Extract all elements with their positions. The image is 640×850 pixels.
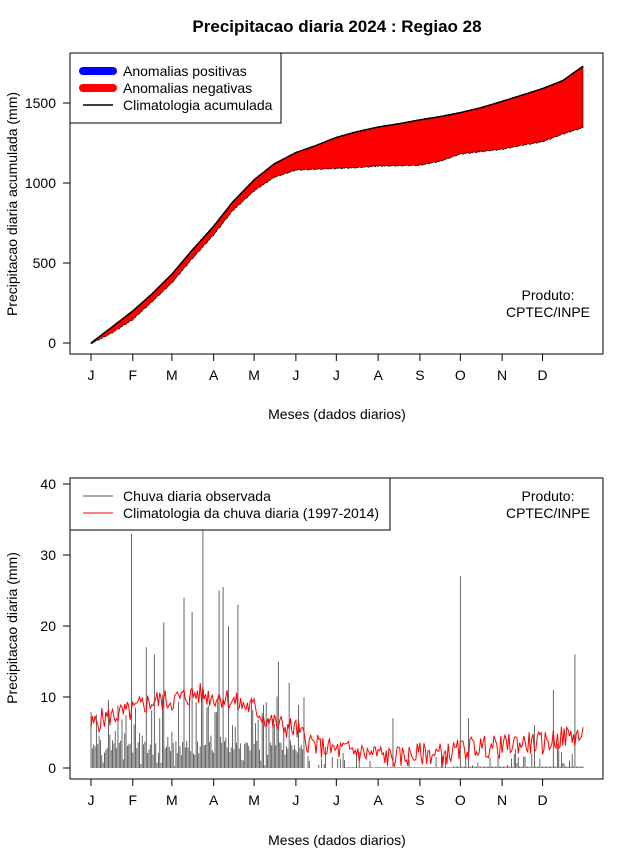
cumulative-annotation-line1: Produto: xyxy=(522,287,575,303)
x-tick-label: O xyxy=(455,792,466,808)
legend-label-observed: Chuva diaria observada xyxy=(123,488,271,504)
x-tick-label: N xyxy=(497,792,507,808)
y-tick-label: 40 xyxy=(40,476,56,492)
x-tick-label: J xyxy=(292,792,299,808)
legend-label-daily-climatology: Climatologia da chuva diaria (1997-2014) xyxy=(123,505,379,521)
daily-ylabel: Precipitacao diaria (mm) xyxy=(4,552,20,704)
x-tick-label: M xyxy=(248,367,260,383)
x-tick-label: M xyxy=(248,792,260,808)
x-tick-label: A xyxy=(373,367,383,383)
x-tick-label: J xyxy=(88,792,95,808)
daily-annotation-line2: CPTEC/INPE xyxy=(506,505,590,521)
cumulative-xlabel: Meses (dados diarios) xyxy=(268,406,406,422)
legend-label-climatology: Climatologia acumulada xyxy=(123,97,273,113)
x-tick-label: F xyxy=(129,792,138,808)
daily-climatology-line xyxy=(90,682,584,768)
cumulative-annotation-line2: CPTEC/INPE xyxy=(506,304,590,320)
daily-xlabel: Meses (dados diarios) xyxy=(268,832,406,848)
daily-y-axis: 0 10 20 30 40 xyxy=(40,476,70,776)
cumulative-panel: 0 500 1000 1500 J F M A M J J A S O N D Meses (dados d… xyxy=(4,52,604,422)
x-tick-label: S xyxy=(415,792,424,808)
chart-title: Precipitacao diaria 2024 : Regiao 28 xyxy=(192,17,481,36)
x-tick-label: O xyxy=(455,367,466,383)
x-tick-label: J xyxy=(292,367,299,383)
cumulative-y-axis: 0 500 1000 1500 xyxy=(25,95,70,351)
y-tick-label: 0 xyxy=(48,760,56,776)
y-tick-label: 20 xyxy=(40,618,56,634)
daily-legend-box xyxy=(69,477,391,531)
y-tick-label: 1000 xyxy=(25,175,56,191)
y-tick-label: 500 xyxy=(33,255,57,271)
legend-label-positive: Anomalias positivas xyxy=(123,63,247,79)
cumulative-legend: Anomalias positivas Anomalias negativas … xyxy=(69,52,282,124)
x-tick-label: M xyxy=(166,367,178,383)
cumulative-ylabel: Precipitacao diaria acumulada (mm) xyxy=(4,92,20,316)
x-tick-label: J xyxy=(88,367,95,383)
daily-panel: 0 10 20 30 40 J F M A M J J A S O N D Meses (dados diar… xyxy=(4,476,604,848)
y-tick-label: 10 xyxy=(40,689,56,705)
x-tick-label: D xyxy=(537,367,547,383)
y-tick-label: 0 xyxy=(48,335,56,351)
x-tick-label: J xyxy=(333,367,340,383)
daily-annotation-line1: Produto: xyxy=(522,488,575,504)
y-tick-label: 1500 xyxy=(25,95,56,111)
x-tick-label: S xyxy=(415,367,424,383)
x-tick-label: F xyxy=(129,367,138,383)
legend-label-negative: Anomalias negativas xyxy=(123,80,252,96)
y-tick-label: 30 xyxy=(40,547,56,563)
daily-legend: Chuva diaria observada Climatologia da c… xyxy=(69,477,391,531)
x-tick-label: M xyxy=(166,792,178,808)
x-tick-label: N xyxy=(497,367,507,383)
x-tick-label: A xyxy=(209,367,219,383)
x-tick-label: A xyxy=(373,792,383,808)
x-tick-label: J xyxy=(333,792,340,808)
x-tick-label: A xyxy=(209,792,219,808)
x-tick-label: D xyxy=(537,792,547,808)
climatology-cumulative-line xyxy=(90,65,584,344)
